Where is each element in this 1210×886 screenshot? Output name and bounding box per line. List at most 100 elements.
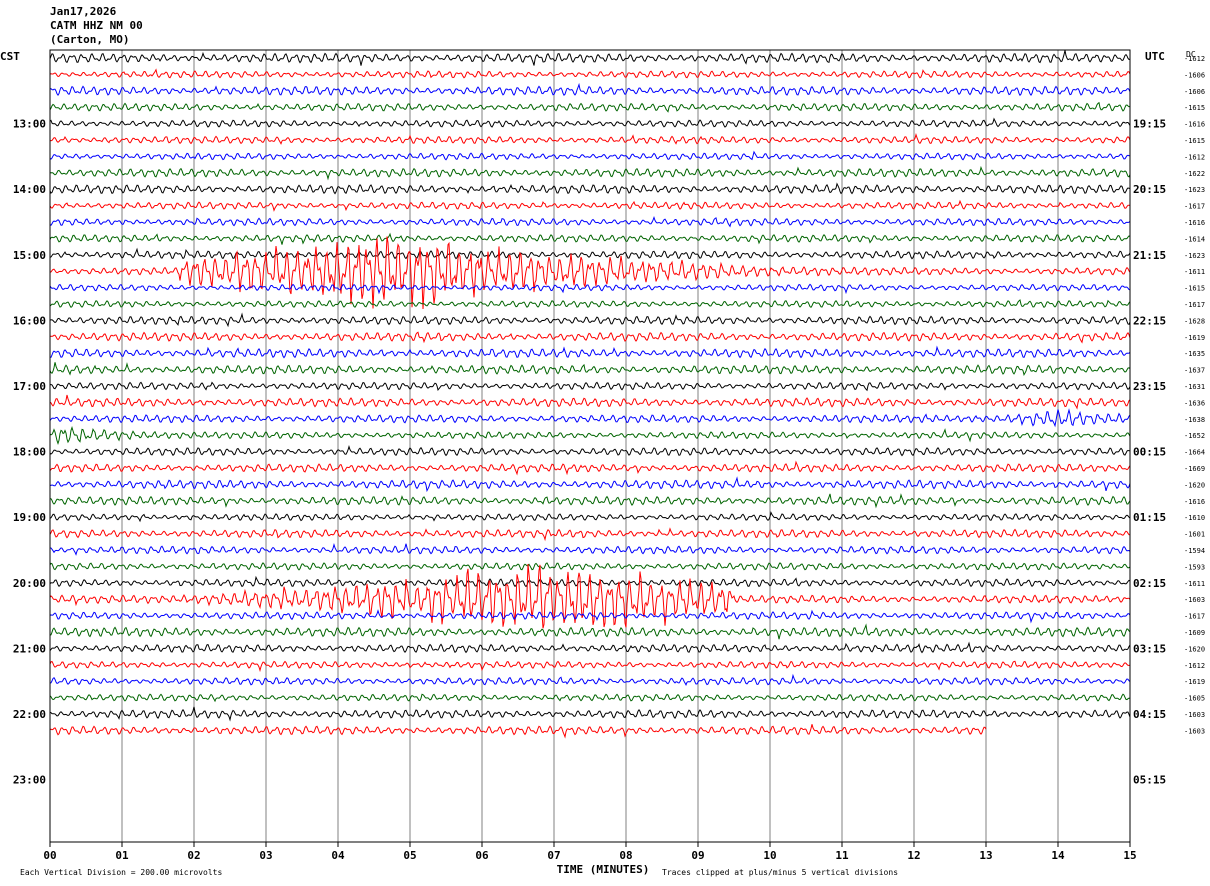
dc-offset-label: -1603	[1184, 596, 1205, 604]
x-tick-label: 03	[259, 849, 272, 862]
x-tick-label: 06	[475, 849, 489, 862]
trace-row-20	[49, 381, 1131, 392]
dc-offset-label: -1652	[1184, 432, 1205, 440]
header-station: CATM HHZ NM 00	[50, 19, 143, 32]
dc-offset-label: -1636	[1184, 399, 1205, 407]
dc-header-label: DC	[1186, 50, 1196, 59]
left-axis-label: CST	[0, 50, 20, 63]
trace-row-17	[50, 331, 1131, 344]
dc-offset-label: -1619	[1184, 678, 1205, 686]
x-tick-label: 00	[43, 849, 56, 862]
dc-offset-label: -1611	[1184, 268, 1205, 276]
left-hour-label: 15:00	[13, 249, 46, 262]
dc-offset-label: -1601	[1184, 531, 1205, 539]
x-axis-title: TIME (MINUTES)	[557, 863, 650, 876]
trace-row-18	[49, 345, 1131, 359]
trace-row-26	[49, 476, 1131, 493]
dc-offset-label: -1616	[1184, 498, 1205, 506]
x-tick-label: 01	[115, 849, 129, 862]
dc-offset-label: -1610	[1184, 514, 1205, 522]
trace-row-0	[49, 50, 1131, 66]
x-tick-label: 11	[835, 849, 849, 862]
dc-offset-label: -1616	[1184, 219, 1205, 227]
dc-offset-label: -1603	[1184, 711, 1205, 719]
trace-row-3	[49, 101, 1131, 113]
right-hour-label: 20:15	[1133, 183, 1166, 196]
trace-group	[49, 50, 1131, 739]
trace-row-15	[49, 299, 1131, 309]
dc-offset-label: -1669	[1184, 465, 1205, 473]
trace-row-1	[49, 68, 1131, 79]
dc-offset-label: -1612	[1184, 662, 1205, 670]
trace-row-40	[49, 706, 1131, 722]
trace-row-25	[49, 460, 1131, 476]
dc-offset-label: -1603	[1184, 727, 1205, 735]
dc-offset-label: -1616	[1184, 121, 1205, 129]
right-hour-label: 05:15	[1133, 774, 1166, 787]
trace-row-34	[49, 609, 1131, 624]
right-hour-label: 19:15	[1133, 118, 1166, 131]
left-hour-label: 20:00	[13, 577, 46, 590]
trace-row-9	[49, 199, 1131, 212]
axis-labels: 00 01 02 03 04 05 06 07 08 09 10 11 12 13 14 15 -1612 -16…	[0, 50, 1205, 877]
x-tick-label: 08	[619, 849, 632, 862]
right-hour-label: 21:15	[1133, 249, 1166, 262]
right-hour-label: 23:15	[1133, 380, 1166, 393]
trace-row-31	[49, 562, 1131, 571]
dc-offset-label: -1614	[1184, 235, 1205, 243]
trace-row-2	[49, 82, 1131, 97]
dc-offset-label: -1619	[1184, 334, 1205, 342]
trace-row-7	[49, 165, 1131, 181]
trace-row-8	[49, 182, 1131, 195]
dc-offset-label: -1620	[1184, 481, 1205, 489]
trace-row-24	[49, 445, 1130, 457]
dc-offset-label: -1609	[1184, 629, 1205, 637]
trace-row-29	[49, 527, 1131, 542]
trace-row-23	[49, 426, 1131, 445]
dc-offset-label: -1635	[1184, 350, 1205, 358]
dc-offset-label: -1594	[1184, 547, 1205, 555]
right-hour-label: 03:15	[1133, 642, 1166, 655]
dc-offset-label: -1622	[1184, 170, 1205, 178]
dc-offset-label: -1606	[1184, 88, 1205, 96]
trace-row-39	[49, 693, 1131, 703]
trace-row-14	[49, 283, 1131, 295]
x-tick-label: 05	[403, 849, 416, 862]
dc-offset-label: -1637	[1184, 367, 1205, 375]
trace-row-27	[50, 493, 1131, 509]
x-tick-label: 07	[547, 849, 560, 862]
dc-offset-label: -1617	[1184, 301, 1205, 309]
left-hour-label: 18:00	[13, 446, 46, 459]
left-hour-label: 21:00	[13, 642, 46, 655]
trace-row-16	[49, 312, 1131, 328]
right-hour-label: 01:15	[1133, 511, 1166, 524]
footer-clip-note: Traces clipped at plus/minus 5 vertical …	[662, 868, 898, 877]
right-hour-label: 22:15	[1133, 314, 1166, 327]
trace-row-21	[49, 394, 1131, 410]
x-tick-label: 13	[979, 849, 992, 862]
left-hour-label: 16:00	[13, 314, 46, 327]
trace-row-35	[49, 623, 1131, 640]
x-tick-label: 04	[331, 849, 345, 862]
dc-offset-label: -1611	[1184, 580, 1205, 588]
trace-row-28	[49, 511, 1131, 523]
dc-offset-label: -1612	[1184, 55, 1205, 63]
dc-offset-label: -1606	[1184, 71, 1205, 79]
trace-row-38	[49, 673, 1131, 686]
trace-row-10	[49, 216, 1131, 228]
trace-row-4	[49, 117, 1131, 128]
plot-frame	[49, 49, 1131, 843]
dc-offset-label: -1623	[1184, 252, 1205, 260]
dc-offset-label: -1612	[1184, 153, 1205, 161]
header-location: (Carton, MO)	[50, 33, 130, 46]
trace-row-41	[49, 724, 987, 739]
trace-row-33	[49, 563, 1131, 629]
left-hour-label: 13:00	[13, 118, 46, 131]
trace-row-37	[49, 660, 1131, 673]
dc-offset-label: -1615	[1184, 285, 1205, 293]
left-hour-label: 23:00	[13, 774, 46, 787]
right-axis-label: UTC	[1145, 50, 1165, 63]
trace-row-36	[49, 641, 1131, 654]
trace-row-5	[49, 132, 1131, 145]
